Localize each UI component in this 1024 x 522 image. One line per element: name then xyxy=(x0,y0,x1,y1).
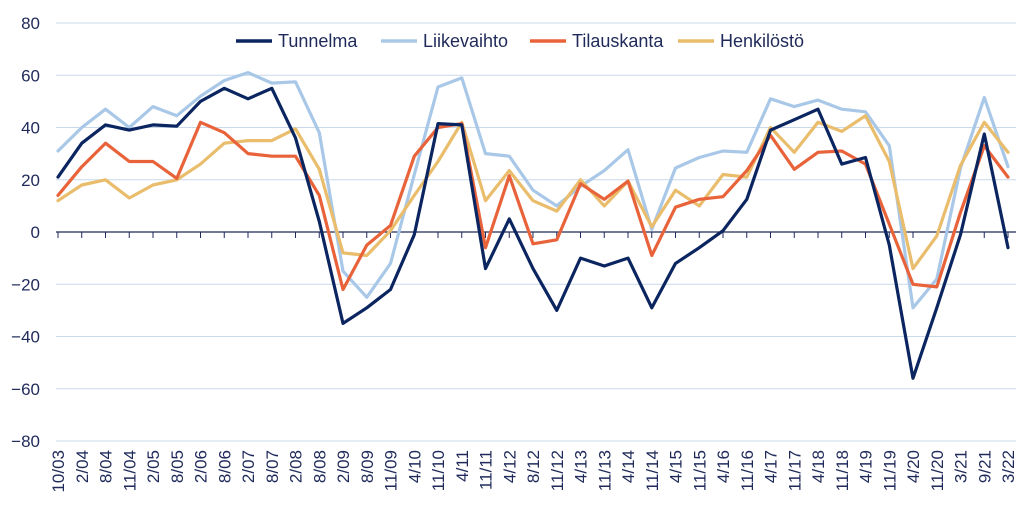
x-tick-label: 8/12 xyxy=(524,450,543,483)
x-tick-label: 10/03 xyxy=(49,450,68,493)
x-tick-label: 8/05 xyxy=(168,450,187,483)
x-tick-label: 2/07 xyxy=(239,450,258,483)
x-tick-label: 3/22 xyxy=(999,450,1018,483)
y-tick-label: 60 xyxy=(21,66,40,85)
x-tick-label: 4/12 xyxy=(500,450,519,483)
x-tick-label: 4/19 xyxy=(857,450,876,483)
x-tick-label: 4/17 xyxy=(762,450,781,483)
y-axis-tick-labels: −80 −60 −40 −20 0 20 40 60 80 xyxy=(11,14,40,451)
x-tick-label: 8/08 xyxy=(310,450,329,483)
x-tick-label: 2/05 xyxy=(144,450,163,483)
x-tick-label: 4/11 xyxy=(453,450,472,482)
x-axis: 10/03 2/04 8/04 11/04 2/05 8/05 2/06 8/06 2/07 8/… xyxy=(49,231,1018,493)
x-tick-label: 11/19 xyxy=(880,450,899,491)
y-tick-label: 40 xyxy=(21,119,40,138)
legend: Tunnelma Liikevaihto Tilauskanta Henkilöstö xyxy=(236,31,804,51)
y-tick-label: 0 xyxy=(31,223,40,242)
y-tick-label: −40 xyxy=(11,328,40,347)
x-tick-label: 11/17 xyxy=(785,450,804,491)
x-tick-label: 4/18 xyxy=(809,450,828,483)
series-line-tilauskanta xyxy=(56,120,1010,292)
x-tick-label: 11/20 xyxy=(928,450,947,491)
x-tick-label: 8/06 xyxy=(215,450,234,483)
x-tick-label: 4/14 xyxy=(619,450,638,483)
x-tick-label: 2/08 xyxy=(287,450,306,483)
x-tick-label: 4/16 xyxy=(714,450,733,483)
data-series xyxy=(56,70,1010,380)
y-tick-label: −80 xyxy=(11,432,40,451)
y-tick-label: 20 xyxy=(21,171,40,190)
x-tick-label: 2/04 xyxy=(73,450,92,483)
x-tick-label: 11/12 xyxy=(548,450,567,491)
x-tick-label: 11/04 xyxy=(120,450,139,491)
x-tick-label: 4/10 xyxy=(405,450,424,483)
x-tick-label: 8/07 xyxy=(263,450,282,483)
x-tick-label: 11/16 xyxy=(738,450,757,491)
legend-label: Tilauskanta xyxy=(572,31,664,51)
x-tick-label: 11/09 xyxy=(382,450,401,491)
x-tick-label: 2/06 xyxy=(192,450,211,483)
legend-label: Henkilöstö xyxy=(720,31,804,51)
x-tick-label: 4/13 xyxy=(572,450,591,483)
x-tick-label: 4/15 xyxy=(667,450,686,483)
x-tick-label: 4/20 xyxy=(904,450,923,483)
y-tick-label: −20 xyxy=(11,275,40,294)
legend-label: Liikevaihto xyxy=(423,31,508,51)
x-tick-label: 11/11 xyxy=(477,450,496,490)
x-tick-label: 11/14 xyxy=(643,450,662,491)
x-tick-label: 11/10 xyxy=(429,450,448,491)
x-tick-label: 11/18 xyxy=(833,450,852,491)
x-tick-label: 11/13 xyxy=(595,450,614,491)
series-line-liikevaihto xyxy=(56,70,1010,310)
x-tick-label: 8/04 xyxy=(97,450,116,483)
series-line-henkilöstö xyxy=(56,114,1010,271)
y-tick-label: 80 xyxy=(21,14,40,33)
series-line-tunnelma xyxy=(56,86,1010,380)
x-tick-label: 11/15 xyxy=(690,450,709,491)
x-tick-label: 8/09 xyxy=(358,450,377,483)
x-tick-label: 3/21 xyxy=(952,450,971,483)
y-tick-label: −60 xyxy=(11,380,40,399)
x-tick-label: 2/09 xyxy=(334,450,353,483)
x-tick-label: 9/21 xyxy=(975,450,994,483)
legend-label: Tunnelma xyxy=(278,31,358,51)
